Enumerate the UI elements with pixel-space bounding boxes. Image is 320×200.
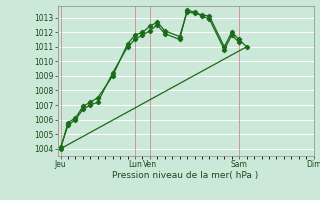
X-axis label: Pression niveau de la mer( hPa ): Pression niveau de la mer( hPa ): [112, 171, 259, 180]
